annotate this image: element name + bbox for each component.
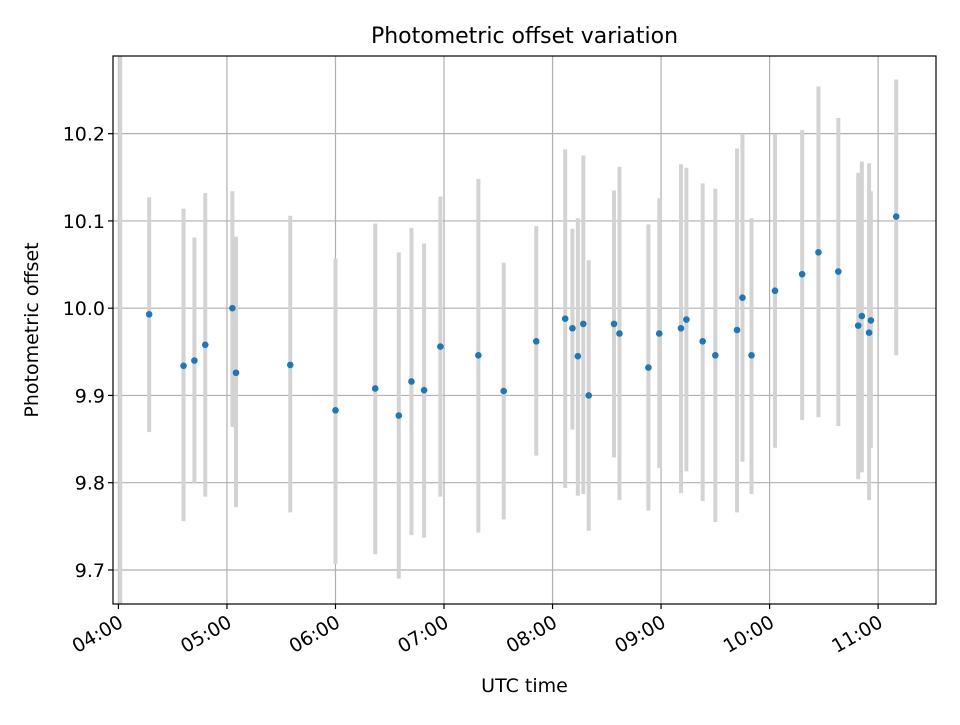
data-point bbox=[865, 329, 873, 336]
data-point bbox=[771, 287, 779, 295]
data-point bbox=[579, 320, 587, 328]
data-point bbox=[677, 324, 685, 332]
data-point bbox=[798, 270, 806, 278]
data-point bbox=[229, 304, 236, 312]
data-point bbox=[332, 406, 339, 414]
plot-frame bbox=[112, 55, 937, 605]
data-point bbox=[892, 213, 900, 220]
data-point bbox=[748, 352, 755, 359]
y-tick-label: 9.8 bbox=[75, 473, 105, 495]
data-point bbox=[201, 341, 209, 349]
data-point bbox=[610, 320, 618, 328]
data-point bbox=[561, 315, 569, 322]
data-points bbox=[145, 213, 900, 419]
data-point bbox=[395, 412, 403, 419]
y-tick-label: 10.0 bbox=[63, 298, 105, 320]
data-point bbox=[145, 310, 153, 318]
data-point bbox=[815, 249, 822, 256]
data-point bbox=[645, 364, 652, 371]
data-point bbox=[835, 268, 842, 275]
data-point bbox=[180, 362, 187, 370]
chart-title: Photometric offset variation bbox=[371, 24, 678, 49]
data-point bbox=[500, 387, 507, 395]
data-point bbox=[699, 338, 706, 345]
y-tick-label: 10.2 bbox=[63, 124, 105, 146]
data-point bbox=[437, 343, 444, 350]
data-point bbox=[683, 316, 690, 323]
data-point bbox=[655, 330, 663, 337]
y-tick-label: 9.9 bbox=[75, 385, 105, 407]
data-point bbox=[733, 326, 741, 334]
x-axis-label: UTC time bbox=[481, 675, 568, 697]
y-tick-label: 10.1 bbox=[63, 211, 105, 233]
data-point bbox=[867, 317, 875, 324]
data-point bbox=[232, 369, 240, 377]
data-point bbox=[574, 352, 582, 360]
data-point bbox=[475, 352, 482, 359]
data-point bbox=[371, 385, 379, 392]
y-tick-label: 9.7 bbox=[75, 560, 105, 582]
data-point bbox=[420, 386, 428, 394]
data-point bbox=[408, 378, 415, 385]
y-axis-ticks: 9.7 9.8 9.9 10.0 10.1 10.2 bbox=[63, 124, 113, 582]
data-point bbox=[191, 357, 198, 364]
y-axis-label: Photometric offset bbox=[21, 242, 43, 417]
data-point bbox=[532, 338, 540, 345]
data-point bbox=[854, 322, 862, 329]
data-point bbox=[616, 330, 623, 337]
data-point bbox=[739, 294, 746, 302]
data-point bbox=[712, 352, 719, 359]
data-point bbox=[858, 312, 866, 320]
data-point bbox=[569, 324, 576, 332]
data-point bbox=[585, 392, 593, 399]
data-point bbox=[286, 361, 294, 369]
